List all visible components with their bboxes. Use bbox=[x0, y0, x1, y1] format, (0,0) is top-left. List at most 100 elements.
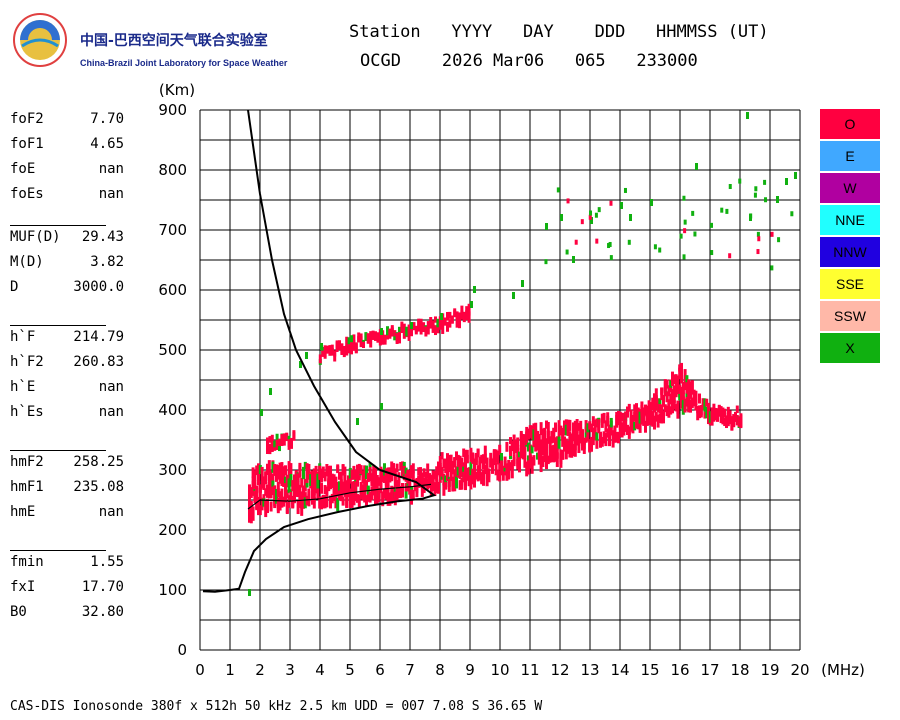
echo-point bbox=[302, 466, 305, 480]
echo-point bbox=[548, 451, 552, 463]
echo-point bbox=[707, 402, 710, 418]
x-tick-label: 8 bbox=[435, 661, 445, 679]
echo-point bbox=[266, 463, 269, 475]
echo-point bbox=[332, 488, 336, 502]
echo-point bbox=[323, 471, 327, 482]
echo-point bbox=[271, 461, 275, 473]
echo-point bbox=[289, 463, 293, 475]
echo-point bbox=[623, 187, 627, 193]
echo-point bbox=[386, 492, 390, 506]
echo-point bbox=[732, 414, 736, 427]
echo-point bbox=[640, 410, 644, 425]
echo-point bbox=[764, 197, 768, 203]
echo-point bbox=[350, 335, 353, 343]
logo-text-english: China-Brazil Joint Laboratory for Space … bbox=[80, 58, 288, 68]
echo-point bbox=[458, 462, 462, 472]
legend-item: X bbox=[820, 333, 880, 363]
echo-point bbox=[519, 445, 523, 455]
echo-point bbox=[607, 243, 611, 249]
echo-point bbox=[275, 439, 279, 450]
x-tick-label: 15 bbox=[640, 661, 659, 679]
echo-point bbox=[278, 442, 281, 452]
echo-point bbox=[604, 420, 608, 432]
echo-point bbox=[251, 486, 255, 496]
echo-point bbox=[312, 496, 316, 509]
echo-point bbox=[561, 452, 565, 460]
echo-point bbox=[698, 405, 701, 419]
echo-point bbox=[539, 439, 543, 452]
logo-text-chinese: 中国-巴西空间天气联合实验室 bbox=[80, 33, 268, 49]
echo-point bbox=[334, 492, 338, 504]
echo-point bbox=[362, 341, 365, 349]
echo-point bbox=[390, 491, 394, 504]
echo-point bbox=[422, 322, 425, 331]
echo-point bbox=[302, 495, 305, 503]
echo-point bbox=[393, 491, 397, 506]
x-tick-label: 7 bbox=[405, 661, 415, 679]
echo-point bbox=[266, 437, 269, 445]
echo-point bbox=[678, 392, 682, 401]
echo-point bbox=[672, 399, 676, 410]
echo-point bbox=[446, 311, 449, 321]
echo-point bbox=[749, 213, 753, 219]
echo-point bbox=[480, 472, 484, 480]
echo-point bbox=[667, 385, 671, 397]
echo-point bbox=[320, 496, 323, 510]
echo-point bbox=[708, 411, 712, 423]
echo-point bbox=[680, 362, 683, 375]
echo-point bbox=[492, 450, 496, 465]
echo-point bbox=[429, 474, 433, 484]
echo-point bbox=[458, 465, 462, 479]
echo-point bbox=[447, 479, 451, 492]
echo-point bbox=[352, 334, 356, 345]
echo-point bbox=[390, 485, 394, 494]
echo-point bbox=[523, 435, 527, 449]
echo-point bbox=[375, 477, 379, 492]
echo-point bbox=[474, 471, 478, 480]
echo-point bbox=[609, 255, 613, 261]
echo-point bbox=[347, 337, 351, 348]
echo-point bbox=[336, 481, 340, 497]
y-tick-label: 300 bbox=[158, 461, 187, 479]
echo-point bbox=[293, 491, 296, 504]
echo-point bbox=[514, 441, 518, 452]
echo-point bbox=[300, 501, 304, 516]
y-tick-label: 600 bbox=[158, 281, 187, 299]
echo-point bbox=[326, 345, 329, 353]
echo-point bbox=[600, 418, 604, 428]
echo-point bbox=[658, 247, 662, 253]
echo-point bbox=[554, 424, 557, 433]
echo-point bbox=[564, 424, 568, 436]
echo-point bbox=[579, 420, 583, 431]
echo-point bbox=[746, 112, 749, 119]
echo-point bbox=[471, 452, 475, 463]
echo-point bbox=[365, 480, 368, 489]
echo-point bbox=[465, 306, 469, 317]
echo-point bbox=[478, 457, 482, 473]
echo-point bbox=[269, 484, 273, 499]
echo-point bbox=[371, 332, 375, 340]
echo-point bbox=[361, 487, 365, 501]
echo-point bbox=[530, 445, 534, 454]
echo-point bbox=[350, 482, 354, 497]
echo-point bbox=[437, 461, 440, 469]
echo-point bbox=[543, 447, 547, 463]
echo-point bbox=[417, 467, 421, 476]
echo-point bbox=[347, 476, 350, 490]
echo-point bbox=[381, 468, 385, 480]
echo-point bbox=[462, 311, 466, 320]
echo-point bbox=[433, 470, 437, 480]
echo-point bbox=[552, 444, 556, 455]
param-value: 29.43 bbox=[81, 229, 124, 245]
param-value: nan bbox=[98, 161, 124, 177]
echo-point bbox=[444, 482, 448, 490]
echo-point bbox=[672, 388, 676, 403]
echo-point bbox=[523, 447, 527, 459]
echo-point bbox=[480, 474, 484, 485]
echo-point bbox=[589, 210, 593, 216]
echo-point bbox=[600, 413, 604, 423]
echo-point bbox=[329, 471, 332, 480]
echo-point bbox=[419, 475, 422, 486]
echo-point bbox=[307, 488, 311, 503]
param-name: hmE bbox=[10, 504, 36, 520]
